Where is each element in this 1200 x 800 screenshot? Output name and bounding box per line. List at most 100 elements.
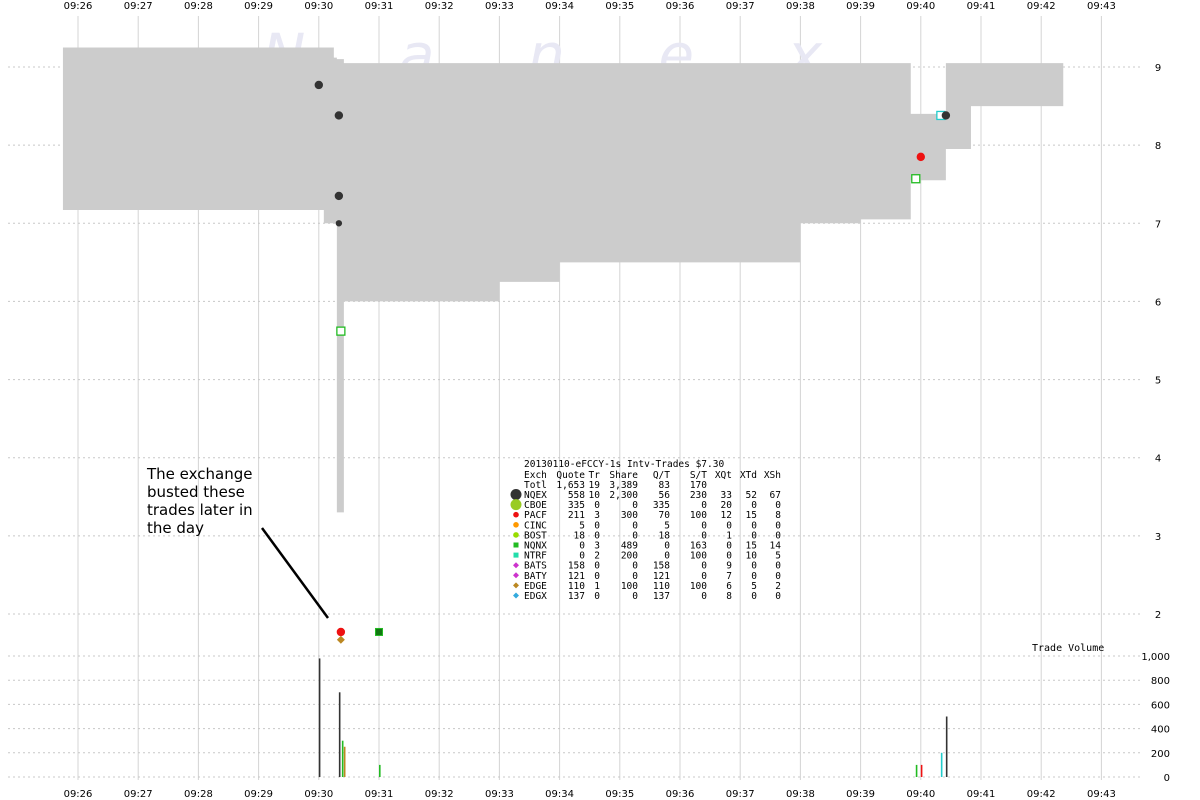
- table-cell-row: 489: [621, 541, 638, 552]
- table-cell-row: 1: [594, 581, 600, 592]
- price-tick-label: 2: [1155, 610, 1161, 621]
- volume-bar: [341, 740, 344, 777]
- spread-band: [62, 47, 1064, 513]
- table-cell-row: 200: [621, 551, 638, 562]
- table-cell-row: 6: [726, 581, 732, 592]
- table-cell-row: 100: [621, 581, 638, 592]
- table-cell-row: 0: [775, 500, 781, 511]
- annotation-arrow: [260, 527, 330, 619]
- volume-bar: [945, 716, 948, 777]
- table-cell-row: NQNX: [524, 541, 547, 552]
- x-tick-label: 09:27: [124, 789, 153, 800]
- table-cell-row: 20: [721, 500, 733, 511]
- table-cell-row: 0: [701, 530, 707, 541]
- volume-tick-label: 200: [1151, 749, 1170, 760]
- x-tick-label: 09:33: [485, 1, 514, 12]
- x-tick-label: 09:40: [906, 789, 935, 800]
- table-cell-row: EDGX: [524, 591, 547, 602]
- volume-tick-label: 400: [1151, 725, 1170, 736]
- x-tick-label: 09:31: [365, 789, 394, 800]
- table-cell-row: 211: [568, 510, 585, 521]
- table-cell-row: 5: [579, 520, 585, 531]
- nbbo-spread: [62, 47, 1064, 513]
- table-cell-row: 10: [746, 551, 758, 562]
- x-tick-label: 09:36: [666, 1, 695, 12]
- x-tick-label: 09:26: [64, 1, 93, 12]
- table-cell-row: 8: [775, 510, 781, 521]
- x-tick-label: 09:43: [1087, 789, 1116, 800]
- table-cell-row: 0: [632, 520, 638, 531]
- volume-bars: [318, 658, 948, 777]
- table-cell-row: 0: [701, 571, 707, 582]
- volume-tick-label: 600: [1151, 700, 1170, 711]
- legend-marker-nqnx: [513, 542, 519, 548]
- table-cell-row: 7: [726, 571, 732, 582]
- table-cell-row: 0: [701, 520, 707, 531]
- volume-tick-label: 0: [1164, 773, 1170, 784]
- price-tick-label: 5: [1155, 376, 1161, 387]
- table-cell-header: XSh: [764, 470, 781, 481]
- x-tick-label: 09:41: [967, 1, 996, 12]
- table-cell-row: 5: [664, 520, 670, 531]
- x-tick-label: 09:35: [605, 789, 634, 800]
- annotation-line-3: trades later in: [147, 501, 253, 519]
- volume-bar: [915, 764, 918, 777]
- table-cell-row: 0: [775, 530, 781, 541]
- table-cell-row: 3: [594, 510, 600, 521]
- table-cell-row: 100: [690, 510, 707, 521]
- table-cell-row: 0: [751, 500, 757, 511]
- table-cell-row: 0: [579, 551, 585, 562]
- x-tick-label: 09:34: [545, 1, 574, 12]
- table-cell-row: 15: [746, 510, 757, 521]
- trade-marker-nqex: [314, 80, 323, 90]
- table-cell-header: Share: [609, 470, 638, 481]
- table-cell-row: 52: [746, 490, 757, 501]
- volume-bar: [338, 692, 341, 777]
- x-tick-label: 09:39: [846, 789, 875, 800]
- trade-marker-nqex: [941, 111, 951, 120]
- trade-marker-nqnx: [911, 174, 921, 184]
- table-cell-row: 137: [568, 591, 585, 602]
- table-cell-row: 0: [632, 530, 638, 541]
- table-cell-row: 0: [701, 500, 707, 511]
- table-cell-row: 2: [775, 581, 781, 592]
- table-cell-row: 8: [726, 591, 732, 602]
- table-cell-row: BOST: [524, 530, 547, 541]
- x-tick-label: 09:32: [425, 789, 454, 800]
- x-tick-label: 09:36: [666, 789, 695, 800]
- trade-marker-nqex: [334, 191, 344, 201]
- table-cell-row: 158: [653, 561, 670, 572]
- table-cell-row: 14: [770, 541, 782, 552]
- table-cell-row: NTRF: [524, 551, 547, 562]
- x-tick-label: 09:26: [64, 789, 93, 800]
- table-cell-row: 1: [726, 530, 732, 541]
- table-cell-row: 0: [632, 591, 638, 602]
- volume-bar: [343, 746, 346, 777]
- table-cell-row: 0: [594, 500, 600, 511]
- table-cell-row: 335: [568, 500, 585, 511]
- table-cell-total: 1,653: [556, 480, 585, 491]
- x-tick-label: 09:40: [906, 1, 935, 12]
- legend-marker-cboe: [510, 499, 522, 511]
- table-cell-row: 12: [721, 510, 732, 521]
- stats-table: 20130110-eFCCY-1s Intv-Trades $7.30 Exch…: [510, 459, 782, 602]
- table-cell-row: 5: [775, 551, 781, 562]
- volume-tick-label: 1,000: [1141, 652, 1170, 663]
- price-tick-labels: 2 3 4 5 6 7 8 9: [1155, 63, 1161, 621]
- x-tick-label: 09:33: [485, 789, 514, 800]
- price-tick-label: 7: [1155, 219, 1161, 230]
- legend-marker-edgx: [513, 592, 519, 599]
- table-cell-row: CINC: [524, 520, 547, 531]
- table-cell-row: 0: [632, 561, 638, 572]
- price-tick-label: 9: [1155, 63, 1161, 74]
- table-cell-row: 2,300: [609, 490, 638, 501]
- x-tick-label: 09:28: [184, 1, 213, 12]
- legend-marker-bats: [513, 562, 519, 569]
- table-cell-row: 0: [632, 571, 638, 582]
- table-cell-row: 0: [726, 520, 732, 531]
- table-cell-row: 558: [568, 490, 585, 501]
- table-cell-row: BATS: [524, 561, 547, 572]
- legend-marker-baty: [513, 572, 519, 579]
- table-cell-row: 0: [594, 561, 600, 572]
- table-cell-row: 0: [751, 561, 757, 572]
